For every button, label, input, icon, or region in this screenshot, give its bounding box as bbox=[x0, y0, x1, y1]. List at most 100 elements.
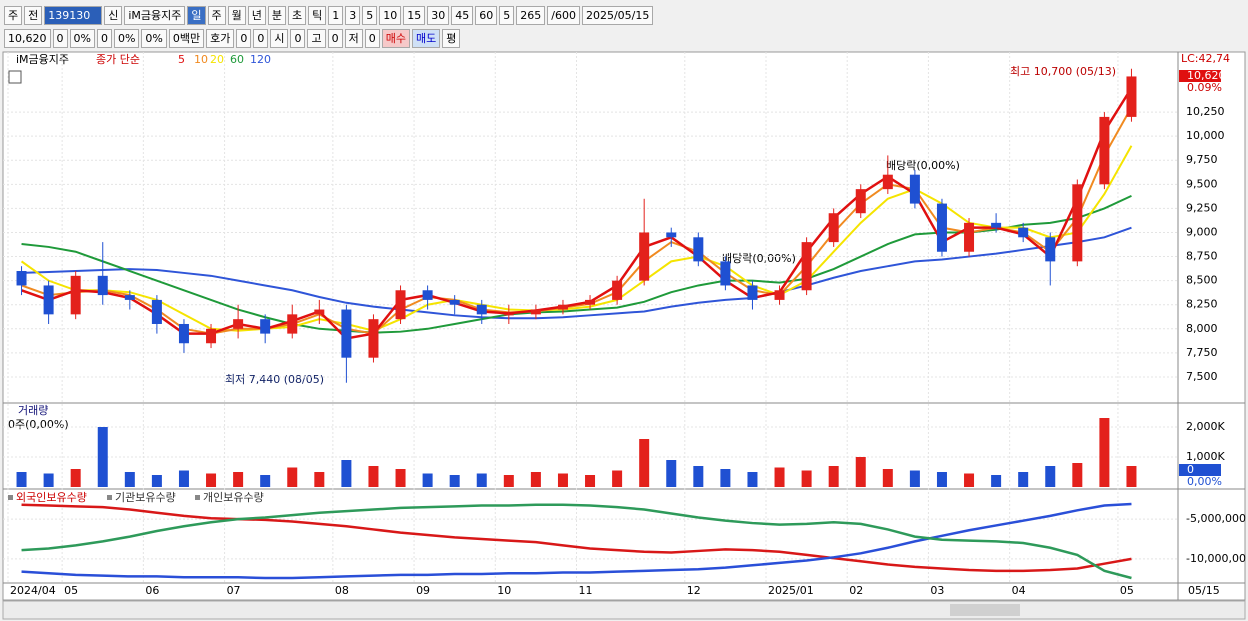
toolbar-item[interactable]: 고 bbox=[307, 28, 326, 48]
volume-bar bbox=[395, 469, 406, 487]
toolbar-item[interactable]: 0% bbox=[113, 28, 140, 48]
y-tick-label: 8,000 bbox=[1186, 322, 1218, 335]
toolbar-item[interactable]: 0 bbox=[52, 28, 68, 48]
toolbar-item[interactable]: 0백만 bbox=[168, 28, 205, 48]
volume-bar bbox=[612, 470, 623, 487]
toolbar-item[interactable]: 139130 bbox=[44, 5, 103, 25]
toolbar-item[interactable]: 0 bbox=[290, 28, 306, 48]
volume-bar bbox=[639, 439, 650, 487]
volume-bar bbox=[124, 472, 135, 487]
candle-body bbox=[341, 309, 352, 358]
toolbar-item[interactable]: 저 bbox=[344, 28, 363, 48]
toolbar-item[interactable]: 분 bbox=[267, 5, 287, 25]
toolbar-item[interactable]: 신 bbox=[104, 5, 123, 25]
toolbar-item[interactable]: 초 bbox=[288, 5, 307, 25]
toolbar-item[interactable]: 년 bbox=[247, 5, 266, 25]
volume-bar bbox=[314, 472, 325, 487]
scrollbar[interactable] bbox=[2, 600, 1246, 620]
low-annotation: 최저 7,440 (08/05) bbox=[225, 373, 324, 386]
y-tick-label: 7,750 bbox=[1186, 346, 1218, 359]
y-tick-label: 10,000 bbox=[1186, 129, 1225, 142]
toolbar-item[interactable]: 5 bbox=[499, 5, 515, 25]
toolbar-item[interactable]: 주 bbox=[207, 5, 226, 25]
volume-bar bbox=[503, 475, 514, 487]
volume-bar bbox=[1099, 418, 1110, 487]
volume-bar bbox=[16, 472, 27, 487]
candle-body bbox=[16, 271, 27, 286]
toolbar-item[interactable]: 매수 bbox=[381, 28, 410, 48]
legend-label: 외국인보유수량 bbox=[16, 491, 87, 504]
toolbar: 주 전 139130 신 iM금융지주 일 주 월 년 분 초 틱 1 3 5 10 15 30 45 60 5 265/… bbox=[0, 4, 654, 26]
y-tick-label: 1,000K bbox=[1186, 450, 1225, 463]
volume-bar bbox=[1126, 466, 1137, 487]
toolbar-item[interactable]: 0% bbox=[141, 28, 167, 48]
candle-body bbox=[43, 285, 54, 315]
toolbar-item[interactable]: 매도 bbox=[411, 28, 441, 48]
ma-legend-item: 120 bbox=[250, 53, 271, 66]
candle-body bbox=[1126, 76, 1137, 117]
volume-zero: 0 bbox=[1187, 463, 1194, 476]
chart-bg bbox=[2, 51, 1246, 601]
toolbar-item[interactable]: 전 bbox=[24, 5, 43, 25]
volume-bar bbox=[449, 475, 460, 487]
toolbar-item[interactable]: 월 bbox=[227, 5, 246, 25]
candle-body bbox=[991, 222, 1002, 228]
toolbar-item[interactable]: 60 bbox=[475, 5, 498, 25]
toolbar-item[interactable]: 호가 bbox=[206, 28, 235, 48]
toolbar-item[interactable]: 15 bbox=[403, 5, 426, 25]
candle-body bbox=[1099, 116, 1110, 185]
quote-bar: 10,620 0 0% 0 0% 0% 0백만 호가 0 0 시 0 고 0 저 0 매수 매도 평 bbox=[0, 27, 461, 49]
toolbar-item[interactable]: 2025/05/15 bbox=[581, 5, 654, 25]
toolbar-item[interactable]: 0 bbox=[236, 28, 252, 48]
volume-bar bbox=[585, 475, 596, 487]
ma-legend-item: 10 bbox=[194, 53, 208, 66]
volume-bar bbox=[233, 472, 244, 487]
legend-label: 개인보유수량 bbox=[203, 491, 264, 504]
x-tick-label: 02 bbox=[849, 584, 863, 597]
toolbar-item[interactable]: 0% bbox=[69, 28, 95, 48]
candle-body bbox=[774, 290, 785, 300]
ma-legend-item: 5 bbox=[178, 53, 185, 66]
toolbar-item[interactable]: 10 bbox=[379, 5, 402, 25]
volume-bar bbox=[828, 466, 839, 487]
y-tick-label: 8,750 bbox=[1186, 250, 1218, 263]
volume-bar bbox=[476, 473, 487, 487]
stock-name: iM금융지주 bbox=[16, 53, 69, 66]
toolbar-item[interactable]: iM금융지주 bbox=[124, 5, 186, 25]
ma-legend-item: 60 bbox=[230, 53, 244, 66]
volume-pct: 0,00% bbox=[1187, 475, 1222, 488]
candle-body bbox=[314, 309, 325, 315]
toolbar-item[interactable]: 시 bbox=[270, 28, 289, 48]
candle-body bbox=[828, 213, 839, 243]
toolbar-item[interactable]: 45 bbox=[451, 5, 474, 25]
volume-bar bbox=[964, 473, 975, 487]
toolbar-item[interactable]: 평 bbox=[442, 28, 461, 48]
volume-bar bbox=[991, 475, 1002, 487]
scroll-thumb[interactable] bbox=[950, 604, 1020, 616]
toolbar-item[interactable]: 0 bbox=[96, 28, 112, 48]
toolbar-item[interactable]: 틱 bbox=[308, 5, 327, 25]
ma-legend: 종가 단순 bbox=[96, 53, 140, 66]
toolbar-item[interactable]: 3 bbox=[345, 5, 361, 25]
toolbar-item[interactable]: 265 bbox=[516, 5, 546, 25]
candle-body bbox=[287, 314, 298, 334]
toolbar-item[interactable]: 5 bbox=[362, 5, 378, 25]
candle-body bbox=[178, 323, 189, 344]
toolbar-item[interactable]: 30 bbox=[427, 5, 450, 25]
toolbar-item[interactable]: 0 bbox=[364, 28, 380, 48]
toolbar-item[interactable]: 10,620 bbox=[4, 28, 51, 48]
toolbar-item[interactable]: 0 bbox=[327, 28, 343, 48]
toolbar-item[interactable]: 일 bbox=[187, 5, 206, 25]
toolbar-item[interactable]: 0 bbox=[253, 28, 269, 48]
y-tick-label: 9,750 bbox=[1186, 153, 1218, 166]
candle-body bbox=[720, 261, 731, 286]
x-tick-label: 09 bbox=[416, 584, 430, 597]
y-tick-label: 8,250 bbox=[1186, 298, 1218, 311]
volume-bar bbox=[97, 427, 108, 487]
legend-label: 기관보유수량 bbox=[115, 491, 176, 504]
toolbar-item[interactable]: 1 bbox=[328, 5, 344, 25]
toolbar-item[interactable]: /600 bbox=[547, 5, 580, 25]
toolbar-item[interactable]: 주 bbox=[4, 5, 23, 25]
